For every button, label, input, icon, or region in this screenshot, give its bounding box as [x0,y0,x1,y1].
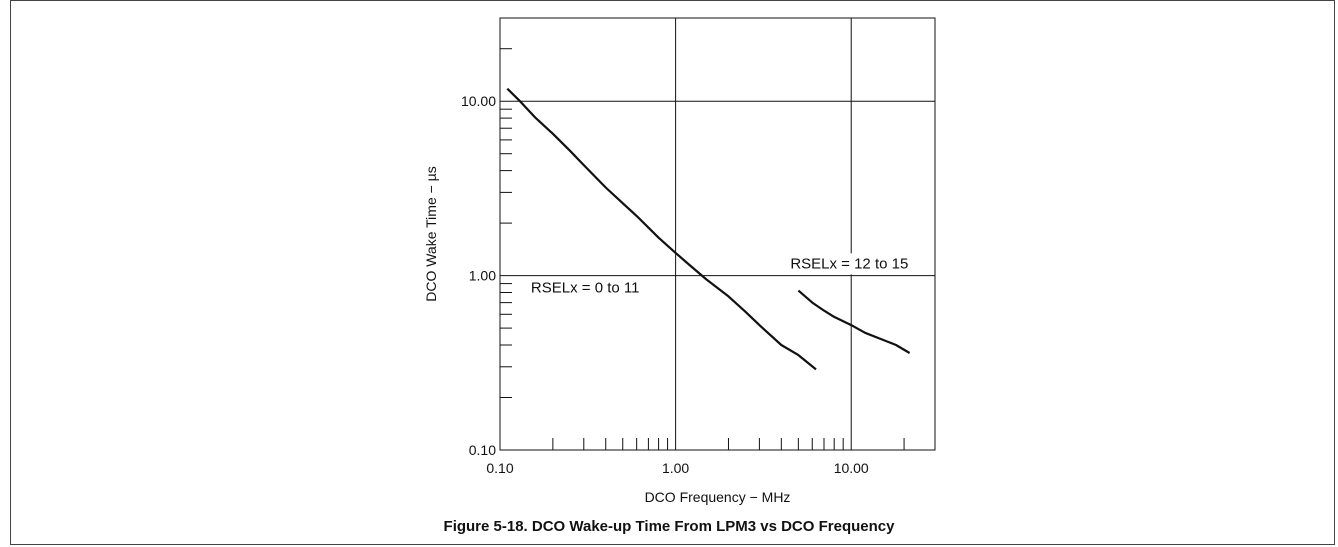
x-tick-label: 10.00 [834,460,869,476]
grid [500,18,935,450]
y-tick-label: 1.00 [469,268,496,284]
series-line-2 [797,289,911,354]
figure-caption: Figure 5-18. DCO Wake-up Time From LPM3 … [443,518,895,535]
annotation-2: RSELx = 12 to 15 [790,255,908,272]
annotation-background [526,277,644,299]
annotation-background [786,253,913,275]
figure-frame [10,0,1335,545]
series-lines [506,87,911,371]
series-line-1 [506,87,817,371]
y-axis-label: DCO Wake Time − µs [423,166,439,302]
y-tick-label: 0.10 [469,442,496,458]
x-tick-label: 0.10 [486,460,513,476]
tick-labels: 0.10 1.00 10.00 0.10 1.00 10.00 [461,93,869,476]
plot-area [499,17,936,451]
annotations: RSELx = 0 to 11 RSELx = 12 to 15 [526,253,913,299]
x-tick-label: 1.00 [662,460,689,476]
annotation-1: RSELx = 0 to 11 [531,280,640,297]
y-tick-label: 10.00 [461,93,496,109]
x-axis-label: DCO Frequency − MHz [645,489,791,505]
minor-ticks [500,17,936,450]
